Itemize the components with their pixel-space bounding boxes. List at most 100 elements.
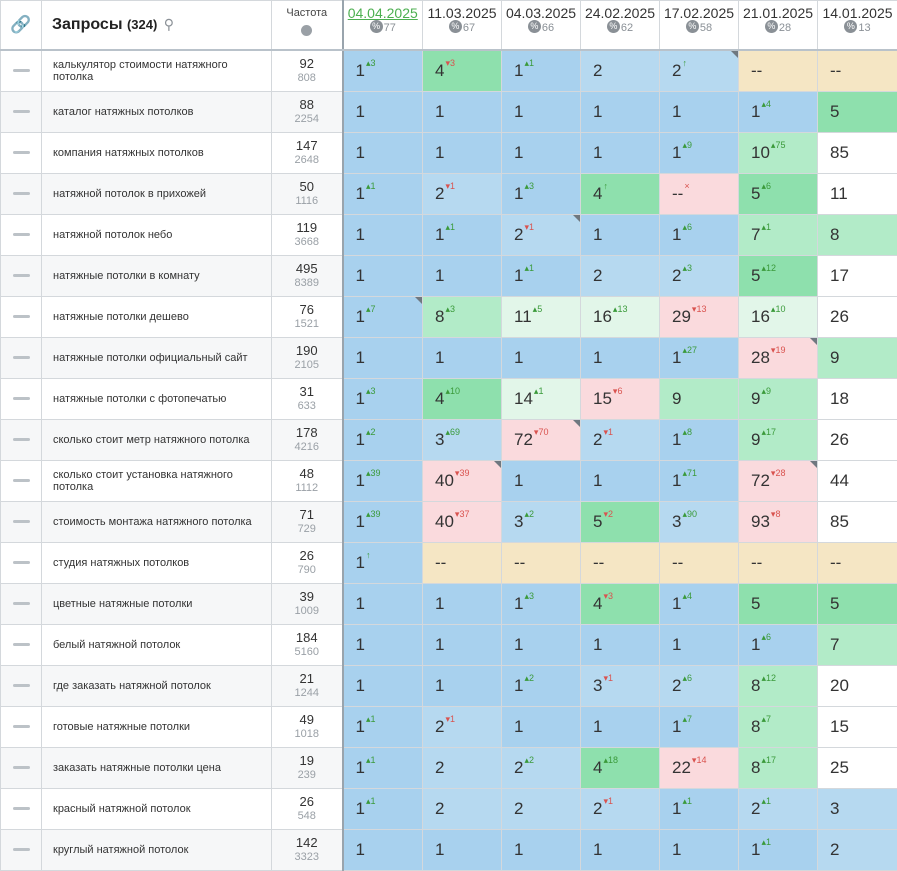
- date-label[interactable]: 04.04.2025: [344, 6, 423, 20]
- dash-icon[interactable]: [13, 233, 30, 236]
- position-cell[interactable]: 15▾6: [581, 378, 660, 419]
- query-cell[interactable]: студия натяжных потолков: [42, 542, 272, 583]
- position-cell[interactable]: 1▴7: [660, 706, 739, 747]
- row-toggle-cell[interactable]: [1, 747, 42, 788]
- position-cell[interactable]: 8▴7: [739, 706, 818, 747]
- position-cell[interactable]: 2: [581, 255, 660, 296]
- dash-icon[interactable]: [13, 725, 30, 728]
- position-cell[interactable]: 4↑: [581, 173, 660, 214]
- row-toggle-cell[interactable]: [1, 132, 42, 173]
- position-cell[interactable]: 85: [818, 132, 897, 173]
- position-cell[interactable]: 16▴10: [739, 296, 818, 337]
- position-cell[interactable]: 2▾1: [502, 214, 581, 255]
- position-cell[interactable]: 1▴1: [502, 50, 581, 91]
- position-cell[interactable]: 5: [818, 91, 897, 132]
- dash-icon[interactable]: [13, 643, 30, 646]
- date-label[interactable]: 24.02.2025: [581, 6, 659, 20]
- position-cell[interactable]: 1: [502, 132, 581, 173]
- dash-icon[interactable]: [13, 848, 30, 851]
- position-cell[interactable]: 2▾1: [581, 419, 660, 460]
- position-cell[interactable]: 26: [818, 419, 897, 460]
- position-cell[interactable]: --: [818, 50, 897, 91]
- position-cell[interactable]: 1: [423, 91, 502, 132]
- position-cell[interactable]: 2: [818, 829, 897, 870]
- query-cell[interactable]: белый натяжной потолок: [42, 624, 272, 665]
- row-toggle-cell[interactable]: [1, 378, 42, 419]
- position-cell[interactable]: 1▴1: [343, 173, 423, 214]
- position-cell[interactable]: 8: [818, 214, 897, 255]
- position-cell[interactable]: 1▴7: [343, 296, 423, 337]
- position-cell[interactable]: 3▴90: [660, 501, 739, 542]
- query-cell[interactable]: натяжной потолок в прихожей: [42, 173, 272, 214]
- position-cell[interactable]: 1: [502, 624, 581, 665]
- position-cell[interactable]: 8▴17: [739, 747, 818, 788]
- query-cell[interactable]: калькулятор стоимости натяжного потолка: [42, 50, 272, 91]
- position-cell[interactable]: --: [818, 542, 897, 583]
- position-cell[interactable]: 4▴10: [423, 378, 502, 419]
- dash-icon[interactable]: [13, 807, 30, 810]
- position-cell[interactable]: 40▾39: [423, 460, 502, 501]
- date-header[interactable]: 14.01.2025%13: [818, 1, 897, 51]
- position-cell[interactable]: 8▴3: [423, 296, 502, 337]
- position-cell[interactable]: 17: [818, 255, 897, 296]
- query-cell[interactable]: сколько стоит установка натяжного потолк…: [42, 460, 272, 501]
- date-header[interactable]: 04.03.2025%66: [502, 1, 581, 51]
- position-cell[interactable]: 1▴6: [660, 214, 739, 255]
- globe-icon[interactable]: [301, 25, 312, 36]
- date-label[interactable]: 11.03.2025: [423, 6, 501, 20]
- position-cell[interactable]: 5▴12: [739, 255, 818, 296]
- position-cell[interactable]: 1↑: [343, 542, 423, 583]
- dash-icon[interactable]: [13, 520, 30, 523]
- position-cell[interactable]: 9: [818, 337, 897, 378]
- position-cell[interactable]: 1: [581, 624, 660, 665]
- position-cell[interactable]: 2▴3: [660, 255, 739, 296]
- position-cell[interactable]: 1: [660, 91, 739, 132]
- position-cell[interactable]: 1: [423, 337, 502, 378]
- position-cell[interactable]: 1: [343, 91, 423, 132]
- position-cell[interactable]: 2: [502, 788, 581, 829]
- position-cell[interactable]: 1▴9: [660, 132, 739, 173]
- position-cell[interactable]: 1▴8: [660, 419, 739, 460]
- dash-icon[interactable]: [13, 69, 30, 72]
- position-cell[interactable]: 1: [423, 829, 502, 870]
- query-cell[interactable]: круглый натяжной потолок: [42, 829, 272, 870]
- position-cell[interactable]: 1: [660, 829, 739, 870]
- position-cell[interactable]: --×: [660, 173, 739, 214]
- row-toggle-cell[interactable]: [1, 419, 42, 460]
- position-cell[interactable]: 26: [818, 296, 897, 337]
- frequency-header[interactable]: Частота: [272, 1, 343, 51]
- position-cell[interactable]: 1: [502, 337, 581, 378]
- date-label[interactable]: 17.02.2025: [660, 6, 738, 20]
- position-cell[interactable]: 14▴1: [502, 378, 581, 419]
- position-cell[interactable]: 1▴2: [502, 665, 581, 706]
- position-cell[interactable]: 1▴4: [739, 91, 818, 132]
- dash-icon[interactable]: [13, 151, 30, 154]
- search-icon[interactable]: ⚲: [164, 16, 174, 32]
- position-cell[interactable]: 1: [423, 255, 502, 296]
- dash-icon[interactable]: [13, 684, 30, 687]
- position-cell[interactable]: 1: [423, 665, 502, 706]
- dash-icon[interactable]: [13, 192, 30, 195]
- position-cell[interactable]: 2▴6: [660, 665, 739, 706]
- position-cell[interactable]: 7: [818, 624, 897, 665]
- position-cell[interactable]: --: [739, 50, 818, 91]
- position-cell[interactable]: 5▴6: [739, 173, 818, 214]
- position-cell[interactable]: 1: [343, 665, 423, 706]
- position-cell[interactable]: 1: [581, 91, 660, 132]
- position-cell[interactable]: 1▴39: [343, 501, 423, 542]
- position-cell[interactable]: 1: [423, 624, 502, 665]
- position-cell[interactable]: 1▴3: [343, 378, 423, 419]
- dash-icon[interactable]: [13, 274, 30, 277]
- position-cell[interactable]: 1▴3: [502, 173, 581, 214]
- position-cell[interactable]: 1▴2: [343, 419, 423, 460]
- position-cell[interactable]: 4▾3: [581, 583, 660, 624]
- position-cell[interactable]: 1▴1: [660, 788, 739, 829]
- position-cell[interactable]: --: [502, 542, 581, 583]
- position-cell[interactable]: 1: [343, 583, 423, 624]
- position-cell[interactable]: 29▾13: [660, 296, 739, 337]
- position-cell[interactable]: 1: [502, 91, 581, 132]
- position-cell[interactable]: 1: [423, 583, 502, 624]
- position-cell[interactable]: 1▴1: [343, 747, 423, 788]
- position-cell[interactable]: 20: [818, 665, 897, 706]
- position-cell[interactable]: 9▴9: [739, 378, 818, 419]
